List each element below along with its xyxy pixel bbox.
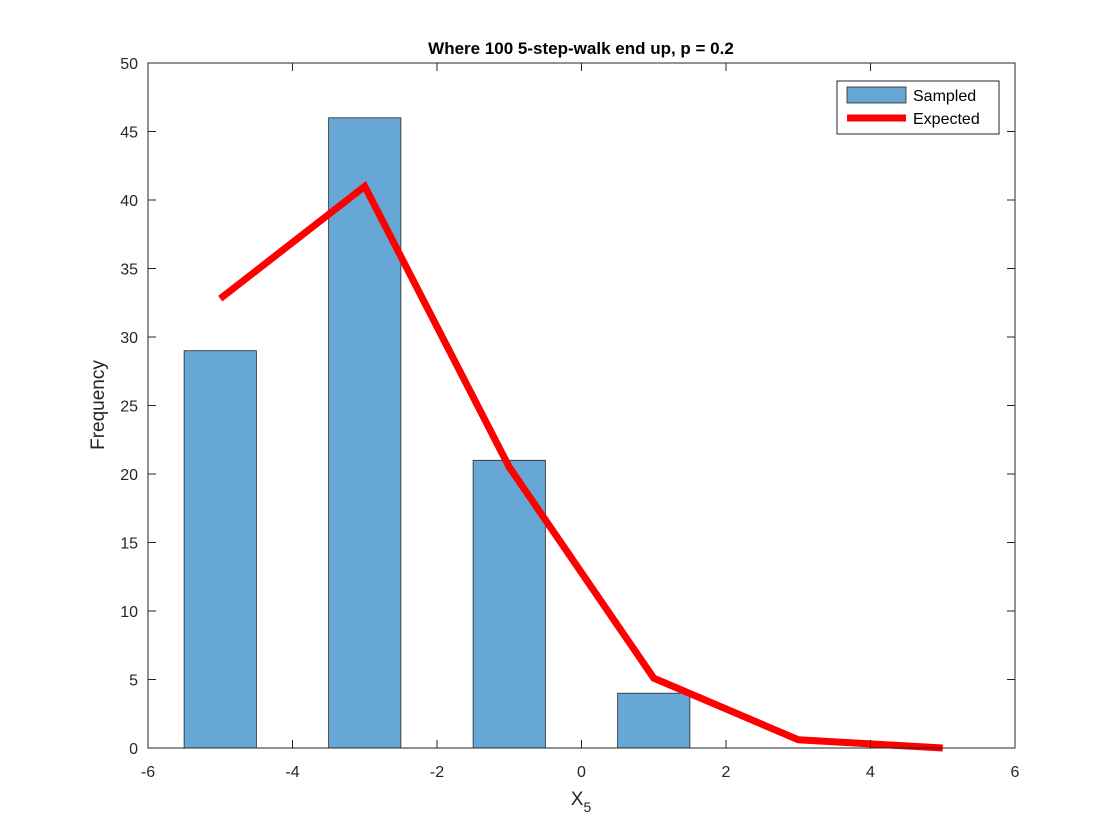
plot-area-background <box>148 63 1015 748</box>
legend-label-sampled: Sampled <box>913 88 976 105</box>
y-tick-label-10: 50 <box>120 56 138 73</box>
legend: Sampled Expected <box>836 80 1000 135</box>
y-tick-label-3: 15 <box>120 536 138 553</box>
x-tick-label-0: -6 <box>141 764 155 781</box>
x-axis-label-main: X <box>571 789 584 810</box>
bar-3 <box>617 692 691 749</box>
chart-title: Where 100 5-step-walk end up, p = 0.2 <box>428 39 734 58</box>
x-tick-label-5: 4 <box>866 764 875 781</box>
y-tick-label-2: 10 <box>120 604 138 621</box>
bar-0 <box>183 350 257 749</box>
y-tick-label-6: 30 <box>120 330 138 347</box>
x-axis-label-subscript: 5 <box>583 799 591 815</box>
legend-swatch-sampled <box>846 86 907 104</box>
y-tick-label-7: 35 <box>120 262 138 279</box>
legend-label-expected: Expected <box>913 111 980 128</box>
y-tick-label-0: 0 <box>129 741 138 758</box>
line-layer <box>218 180 943 752</box>
y-tick-label-1: 5 <box>129 673 138 690</box>
ticks-layer: -6 -4 -2 0 2 4 6 0 5 10 15 20 25 30 35 40 45 50 <box>120 56 1019 781</box>
x-axis-label: X5 <box>571 789 592 815</box>
x-tick-label-3: 0 <box>577 764 586 781</box>
x-tick-label-4: 2 <box>722 764 731 781</box>
y-tick-label-4: 20 <box>120 467 138 484</box>
x-tick-label-2: -2 <box>430 764 444 781</box>
expected-line <box>218 180 943 752</box>
y-tick-label-5: 25 <box>120 399 138 416</box>
x-tick-label-6: 6 <box>1011 764 1020 781</box>
bar-1 <box>328 117 402 749</box>
x-tick-label-1: -4 <box>285 764 299 781</box>
y-tick-label-8: 40 <box>120 193 138 210</box>
y-axis-label: Frequency <box>88 360 109 450</box>
y-tick-label-9: 45 <box>120 125 138 142</box>
